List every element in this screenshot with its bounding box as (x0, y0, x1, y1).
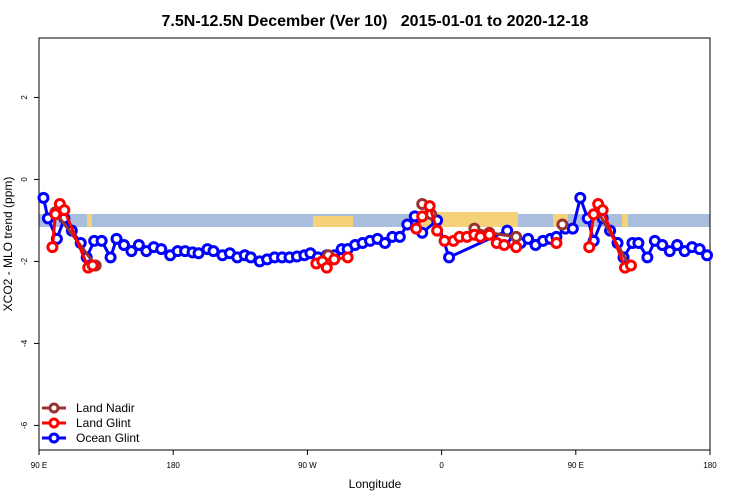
land-patch (622, 214, 628, 227)
data-point (632, 236, 645, 249)
data-point (155, 243, 168, 256)
x-tick-label: 180 (167, 461, 181, 470)
data-point (37, 191, 50, 204)
data-point (110, 232, 123, 245)
data-point (410, 222, 423, 235)
data-point (125, 245, 138, 258)
data-point (378, 236, 391, 249)
legend-label: Land Nadir (76, 401, 135, 415)
data-point (510, 241, 523, 254)
chart-title: 7.5N-12.5N December (Ver 10) 2015-01-01 … (162, 13, 589, 30)
data-point (104, 251, 117, 264)
data-point (320, 261, 333, 274)
y-tick-label: -2 (20, 257, 29, 265)
data-point (671, 239, 684, 252)
data-point (58, 204, 71, 217)
data-point (663, 245, 676, 258)
legend-marker (48, 417, 60, 429)
data-point (556, 218, 569, 231)
x-tick-label: 90 E (31, 461, 47, 470)
data-point (624, 259, 637, 272)
data-point (483, 228, 496, 241)
land-patch (87, 214, 92, 227)
series (46, 198, 637, 274)
x-tick-label: 90 W (298, 461, 317, 470)
legend-marker (48, 402, 60, 414)
data-point (641, 251, 654, 264)
data-point (328, 253, 341, 266)
data-point (522, 232, 535, 245)
legend-label: Ocean Glint (76, 431, 140, 445)
data-point (566, 222, 579, 235)
data-point (423, 200, 436, 213)
x-tick-label: 0 (439, 461, 444, 470)
data-point (656, 239, 669, 252)
data-point (46, 241, 59, 254)
y-axis-label: XCO2 - MLO trend (ppm) (1, 177, 15, 312)
data-point (416, 210, 429, 223)
plot-frame (38, 37, 711, 451)
land-patch (420, 212, 518, 227)
data-point (401, 218, 414, 231)
data-point (574, 191, 587, 204)
y-tick-label: 0 (20, 177, 29, 182)
land-patch (313, 216, 353, 227)
data-point (341, 251, 354, 264)
legend-label: Land Glint (76, 416, 131, 430)
data-point (49, 208, 62, 221)
data-point (510, 230, 523, 243)
data-point (443, 251, 456, 264)
x-tick-label: 90 E (568, 461, 584, 470)
y-tick-label: -6 (20, 421, 29, 429)
data-point (132, 239, 145, 252)
data-point (393, 230, 406, 243)
data-point (207, 245, 220, 258)
y-tick-label: 2 (20, 95, 29, 100)
data-point (95, 234, 108, 247)
data-point (693, 243, 706, 256)
data-point (244, 251, 257, 264)
data-point (431, 224, 444, 237)
ocean-band (39, 214, 710, 227)
data-point (583, 241, 596, 254)
x-axis-label: Longitude (349, 477, 402, 491)
data-point (192, 247, 205, 260)
data-point (596, 204, 609, 217)
data-point (498, 239, 511, 252)
x-tick-label: 180 (703, 461, 717, 470)
data-point (701, 249, 714, 262)
data-point (117, 239, 130, 252)
data-point (550, 236, 563, 249)
legend-marker (48, 432, 60, 444)
data-point (587, 208, 600, 221)
y-tick-label: -4 (20, 339, 29, 347)
data-point (86, 259, 99, 272)
